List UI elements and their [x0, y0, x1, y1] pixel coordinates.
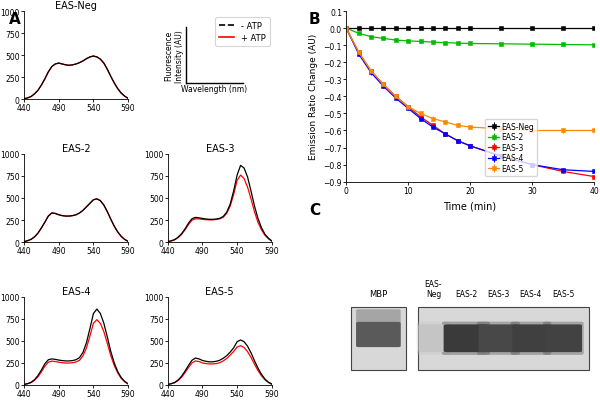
FancyBboxPatch shape [512, 324, 550, 352]
FancyBboxPatch shape [351, 307, 406, 370]
Y-axis label: Emission Ratio Change (AU): Emission Ratio Change (AU) [309, 34, 318, 160]
FancyBboxPatch shape [356, 310, 401, 347]
Text: Wavelength (nm): Wavelength (nm) [181, 85, 248, 94]
Text: A: A [9, 12, 21, 27]
Title: EAS-5: EAS-5 [205, 286, 234, 296]
Text: EAS-3: EAS-3 [487, 289, 509, 298]
FancyBboxPatch shape [442, 322, 490, 355]
Text: EAS-
Neg: EAS- Neg [425, 279, 442, 298]
FancyBboxPatch shape [479, 324, 518, 352]
Title: EAS-4: EAS-4 [62, 286, 91, 296]
FancyBboxPatch shape [356, 322, 401, 347]
Legend: - ATP, + ATP: - ATP, + ATP [215, 18, 270, 47]
FancyBboxPatch shape [419, 324, 448, 352]
Text: MBP: MBP [369, 289, 388, 298]
Text: EAS-2: EAS-2 [455, 289, 477, 298]
FancyBboxPatch shape [543, 322, 584, 355]
Title: EAS-3: EAS-3 [206, 144, 234, 154]
FancyBboxPatch shape [545, 324, 582, 352]
Title: EAS-Neg: EAS-Neg [55, 1, 97, 11]
FancyBboxPatch shape [418, 307, 589, 370]
X-axis label: Time (min): Time (min) [443, 201, 497, 211]
Title: EAS-2: EAS-2 [62, 144, 91, 154]
Text: EAS-4: EAS-4 [520, 289, 542, 298]
Text: C: C [309, 203, 320, 217]
Text: B: B [309, 12, 320, 27]
Text: Fluorescence
Intensity (AU): Fluorescence Intensity (AU) [164, 30, 184, 82]
FancyBboxPatch shape [417, 322, 450, 355]
FancyBboxPatch shape [443, 324, 488, 352]
Legend: EAS-Neg, EAS-2, EAS-3, EAS-4, EAS-5: EAS-Neg, EAS-2, EAS-3, EAS-4, EAS-5 [485, 119, 538, 176]
FancyBboxPatch shape [477, 322, 520, 355]
Text: EAS-5: EAS-5 [552, 289, 575, 298]
FancyBboxPatch shape [511, 322, 551, 355]
